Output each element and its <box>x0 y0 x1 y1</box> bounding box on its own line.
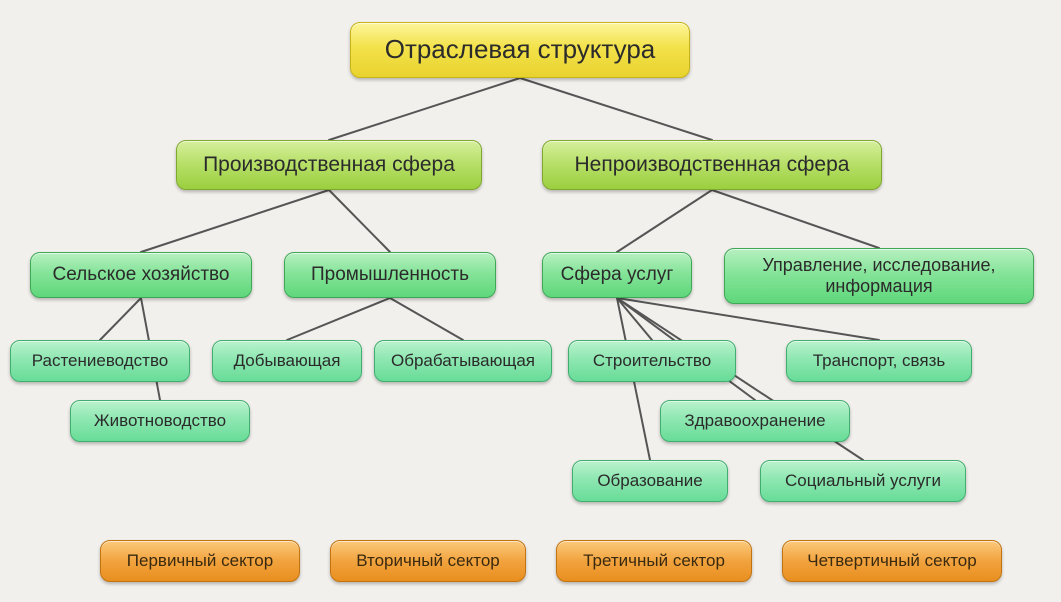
edge-nonprod-mgmt <box>712 190 879 248</box>
node-label: Социальный услуги <box>785 471 941 491</box>
edge-root-prod <box>329 78 520 140</box>
node-secondary: Вторичный сектор <box>330 540 526 582</box>
node-agri: Сельское хозяйство <box>30 252 252 298</box>
node-label: Отраслевая структура <box>385 35 656 65</box>
node-label: Управление, исследование, информация <box>739 255 1019 296</box>
node-label: Третичный сектор <box>583 551 725 571</box>
node-nonprod: Непроизводственная сфера <box>542 140 882 190</box>
node-transport: Транспорт, связь <box>786 340 972 382</box>
node-quaternary: Четвертичный сектор <box>782 540 1002 582</box>
node-label: Транспорт, связь <box>813 351 946 371</box>
node-root: Отраслевая структура <box>350 22 690 78</box>
node-health: Здравоохранение <box>660 400 850 442</box>
node-label: Вторичный сектор <box>356 551 500 571</box>
node-services: Сфера услуг <box>542 252 692 298</box>
edge-prod-agri <box>141 190 329 252</box>
node-manuf: Обрабатывающая <box>374 340 552 382</box>
node-social: Социальный услуги <box>760 460 966 502</box>
node-label: Обрабатывающая <box>391 351 535 371</box>
diagram-canvas: { "type": "tree", "background_color": "#… <box>0 0 1061 602</box>
node-mgmt: Управление, исследование, информация <box>724 248 1034 304</box>
edge-indus-manuf <box>390 298 463 340</box>
node-label: Сельское хозяйство <box>53 264 230 286</box>
node-label: Животноводство <box>94 411 226 431</box>
node-livestock: Животноводство <box>70 400 250 442</box>
node-label: Сфера услуг <box>561 264 674 286</box>
edge-services-constr <box>617 298 652 340</box>
node-label: Растениеводство <box>32 351 169 371</box>
node-label: Промышленность <box>311 264 469 286</box>
node-label: Непроизводственная сфера <box>575 153 850 177</box>
node-label: Здравоохранение <box>684 411 825 431</box>
node-prod: Производственная сфера <box>176 140 482 190</box>
edge-services-transport <box>617 298 879 340</box>
edge-agri-crop <box>100 298 141 340</box>
node-label: Добывающая <box>234 351 341 371</box>
node-crop: Растениеводство <box>10 340 190 382</box>
edge-root-nonprod <box>520 78 712 140</box>
node-label: Производственная сфера <box>203 153 455 177</box>
node-edu: Образование <box>572 460 728 502</box>
edge-indus-mining <box>287 298 390 340</box>
edge-nonprod-services <box>617 190 712 252</box>
node-primary: Первичный сектор <box>100 540 300 582</box>
node-label: Строительство <box>593 351 711 371</box>
edge-prod-indus <box>329 190 390 252</box>
node-mining: Добывающая <box>212 340 362 382</box>
node-label: Четвертичный сектор <box>807 551 976 571</box>
node-indus: Промышленность <box>284 252 496 298</box>
node-label: Первичный сектор <box>127 551 273 571</box>
node-tertiary: Третичный сектор <box>556 540 752 582</box>
node-constr: Строительство <box>568 340 736 382</box>
node-label: Образование <box>597 471 702 491</box>
